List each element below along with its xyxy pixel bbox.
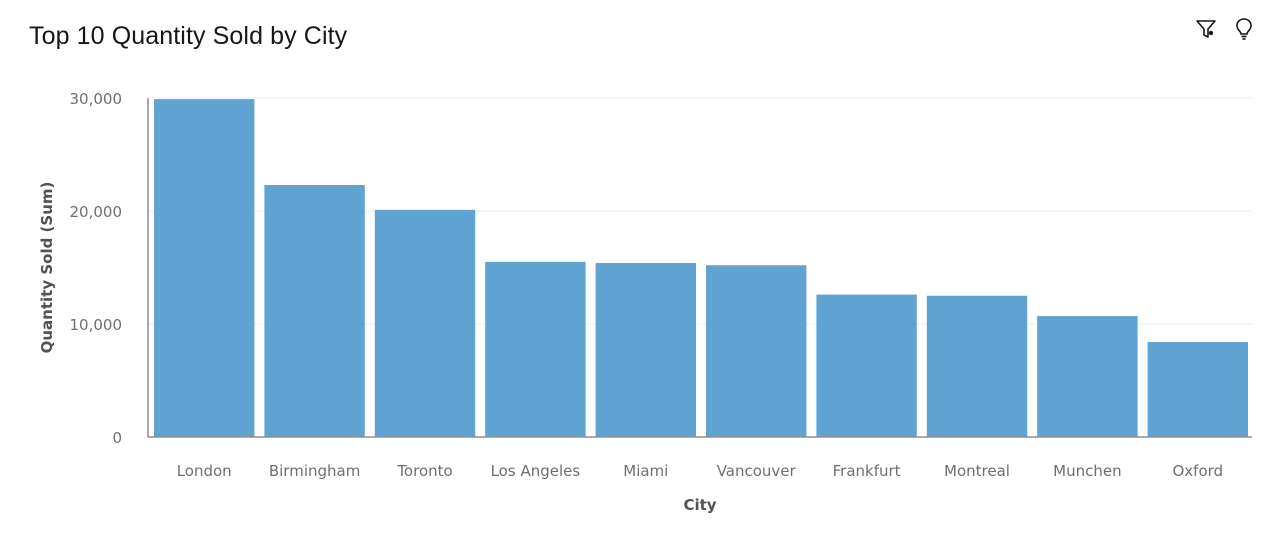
x-tick-label: Oxford — [1173, 462, 1224, 480]
x-tick-label: Toronto — [396, 462, 452, 480]
bar-vancouver[interactable] — [706, 265, 807, 437]
x-tick-label: Frankfurt — [833, 462, 901, 480]
y-tick-label: 0 — [112, 429, 122, 447]
bar-montreal[interactable] — [926, 295, 1028, 437]
y-tick-label: 20,000 — [70, 203, 123, 221]
filter-button[interactable] — [1194, 16, 1218, 42]
y-tick-label: 30,000 — [70, 90, 123, 108]
chart-title: Top 10 Quantity Sold by City — [29, 22, 348, 50]
lightbulb-icon — [1236, 18, 1252, 40]
bar-munchen[interactable] — [1037, 316, 1138, 437]
bar-toronto[interactable] — [374, 209, 476, 437]
bar-oxford[interactable] — [1147, 342, 1248, 437]
x-tick-label: Miami — [623, 462, 668, 480]
x-axis-title: City — [683, 496, 716, 514]
bar-miami[interactable] — [595, 262, 696, 437]
x-tick-label: Montreal — [944, 462, 1010, 480]
bar-london[interactable] — [154, 99, 255, 437]
chart-toolbar — [1194, 16, 1256, 42]
y-tick-labels: 0 10,000 20,000 30,000 — [70, 90, 123, 447]
x-tick-label: Munchen — [1053, 462, 1121, 480]
bar-birmingham[interactable] — [264, 185, 365, 437]
bar-los-angeles[interactable] — [485, 261, 586, 437]
x-tick-label: Vancouver — [717, 462, 797, 480]
axes — [147, 98, 1252, 438]
x-tick-label: London — [177, 462, 232, 480]
filter-icon — [1196, 20, 1216, 38]
insights-button[interactable] — [1232, 16, 1256, 42]
x-tick-label: Los Angeles — [491, 462, 581, 480]
y-axis-title: Quantity Sold (Sum) — [38, 182, 56, 354]
bars — [154, 99, 1248, 437]
y-tick-label: 10,000 — [70, 316, 123, 334]
bar-frankfurt[interactable] — [816, 294, 917, 437]
x-tick-label: Birmingham — [269, 462, 360, 480]
x-tick-labels: London Birmingham Toronto Los Angeles Miami V… — [177, 462, 1223, 480]
